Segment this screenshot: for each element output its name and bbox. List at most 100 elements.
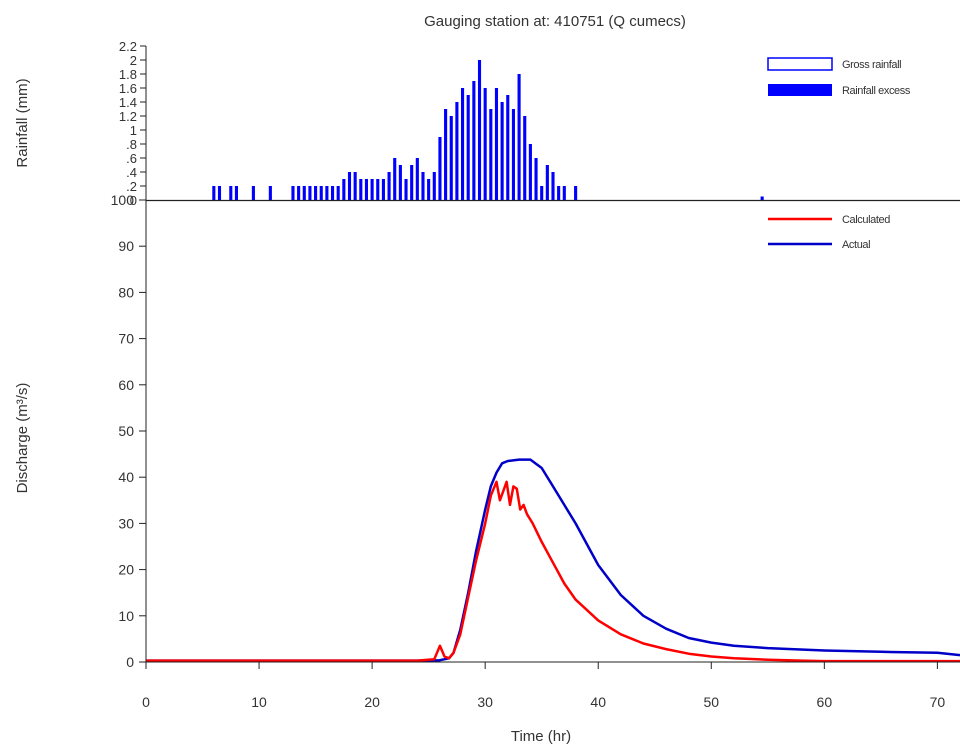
rainfall-bar <box>302 186 306 200</box>
rainfall-bars <box>212 60 764 200</box>
rainfall-y-tick-label: 1.6 <box>119 81 137 96</box>
discharge-y-tick-label: 30 <box>118 515 134 531</box>
time-x-ticks: 0 10 20 30 40 50 60 70 <box>142 662 945 710</box>
rainfall-bar <box>760 196 764 200</box>
rainfall-bar <box>557 186 561 200</box>
discharge-lines <box>146 458 960 663</box>
rainfall-bar <box>438 137 442 200</box>
rainfall-bar <box>551 172 555 200</box>
rainfall-y-tick-label: 1 <box>130 123 137 138</box>
rainfall-bar <box>494 88 499 200</box>
time-x-tick-label: 70 <box>930 694 946 710</box>
rainfall-bar <box>314 186 318 200</box>
rainfall-bar <box>444 109 448 200</box>
rainfall-bar <box>251 186 255 200</box>
rainfall-y-ticks: 0.2.4.6.811.21.41.61.822.2 <box>119 39 146 208</box>
legend-label-gross-rainfall: Gross rainfall <box>842 59 901 71</box>
discharge-y-ticks: 0 10 20 30 40 50 60 70 80 90 100 <box>111 192 146 670</box>
discharge-y-tick-label: 10 <box>118 608 134 624</box>
discharge-y-tick-label: 90 <box>118 238 134 254</box>
rainfall-bar <box>421 172 425 200</box>
discharge-y-tick-label: 60 <box>118 377 134 393</box>
rainfall-bar <box>410 165 414 200</box>
rainfall-y-tick-label: .4 <box>126 165 137 180</box>
time-x-tick-label: 40 <box>590 694 606 710</box>
rainfall-bar <box>325 186 329 200</box>
discharge-y-tick-label: 40 <box>118 469 134 485</box>
rainfall-y-tick-label: 2 <box>130 53 137 68</box>
discharge-legend: Calculated Actual <box>768 214 891 251</box>
legend-swatch-rainfall-excess <box>768 84 832 96</box>
discharge-y-axis-label: Discharge (m³/s) <box>14 383 31 494</box>
series-line-calculated <box>146 480 960 663</box>
rainfall-bar <box>330 186 335 200</box>
rainfall-bar <box>291 186 295 200</box>
rainfall-bar <box>319 186 323 200</box>
rainfall-bar <box>268 186 272 200</box>
rainfall-bar <box>449 116 453 200</box>
rainfall-bar <box>574 186 578 200</box>
rainfall-bar <box>534 158 538 200</box>
rainfall-bar <box>523 116 527 200</box>
rainfall-bar <box>528 144 532 200</box>
discharge-y-tick-label: 20 <box>118 562 134 578</box>
legend-label-calculated: Calculated <box>842 214 890 226</box>
time-x-tick-label: 60 <box>817 694 833 710</box>
legend-swatch-gross-rainfall <box>767 57 833 71</box>
rainfall-bar <box>398 165 402 200</box>
rainfall-bar <box>489 109 493 200</box>
rainfall-bar <box>297 186 301 200</box>
time-x-tick-label: 0 <box>142 694 150 710</box>
rainfall-y-axis-label: Rainfall (mm) <box>14 78 31 167</box>
rainfall-bar <box>461 88 465 200</box>
rainfall-bar <box>511 109 515 200</box>
rainfall-bar <box>540 186 544 200</box>
discharge-y-tick-label: 100 <box>111 192 135 208</box>
rainfall-bar <box>477 60 482 200</box>
rainfall-bar <box>370 179 374 200</box>
discharge-y-tick-label: 70 <box>118 331 134 347</box>
rainfall-bar <box>506 95 510 200</box>
legend-label-rainfall-excess: Rainfall excess <box>842 85 911 97</box>
time-x-tick-label: 50 <box>703 694 719 710</box>
rainfall-bar <box>212 186 216 200</box>
chart-title: Gauging station at: 410751 (Q cumecs) <box>424 13 686 30</box>
rainfall-bar <box>427 179 431 200</box>
discharge-y-tick-label: 0 <box>126 654 134 670</box>
rainfall-bar <box>308 186 312 200</box>
rainfall-bar <box>562 186 566 200</box>
discharge-y-tick-label: 50 <box>118 423 134 439</box>
legend-label-actual: Actual <box>842 239 870 251</box>
time-x-tick-label: 30 <box>477 694 493 710</box>
rainfall-y-tick-label: 1.8 <box>119 67 137 82</box>
rainfall-y-tick-label: .2 <box>126 179 137 194</box>
rainfall-bar <box>455 102 459 200</box>
discharge-panel: 0 10 20 30 40 50 60 70 80 90 100 0 10 20 30 40 50 60 70 D… <box>14 192 960 745</box>
rainfall-y-tick-label: .6 <box>126 151 137 166</box>
discharge-y-tick-label: 80 <box>118 284 134 300</box>
rainfall-y-tick-label: 0 <box>130 193 137 208</box>
rainfall-bar <box>234 186 238 200</box>
rainfall-bar <box>359 179 363 200</box>
rainfall-bar <box>432 172 436 200</box>
rainfall-bar <box>381 179 385 200</box>
rainfall-y-tick-label: 2.2 <box>119 39 137 54</box>
rainfall-bar <box>393 158 397 200</box>
rainfall-bar <box>415 158 419 200</box>
rainfall-bar <box>466 95 470 200</box>
rainfall-bar <box>472 81 476 200</box>
rainfall-y-tick-label: .8 <box>126 137 137 152</box>
rainfall-bar <box>364 179 369 200</box>
rainfall-bar <box>336 186 340 200</box>
time-x-tick-label: 10 <box>251 694 267 710</box>
rainfall-bar <box>387 172 391 200</box>
rainfall-bar <box>517 74 521 200</box>
rainfall-bar <box>347 172 352 200</box>
rainfall-bar <box>483 88 487 200</box>
rainfall-bar <box>545 165 549 200</box>
rainfall-bar <box>404 179 408 200</box>
rainfall-legend: Gross rainfall Rainfall excess <box>767 57 911 97</box>
rainfall-panel: 0.2.4.6.811.21.41.61.822.2 Rainfall (mm)… <box>14 39 911 208</box>
rainfall-bar <box>229 186 233 200</box>
